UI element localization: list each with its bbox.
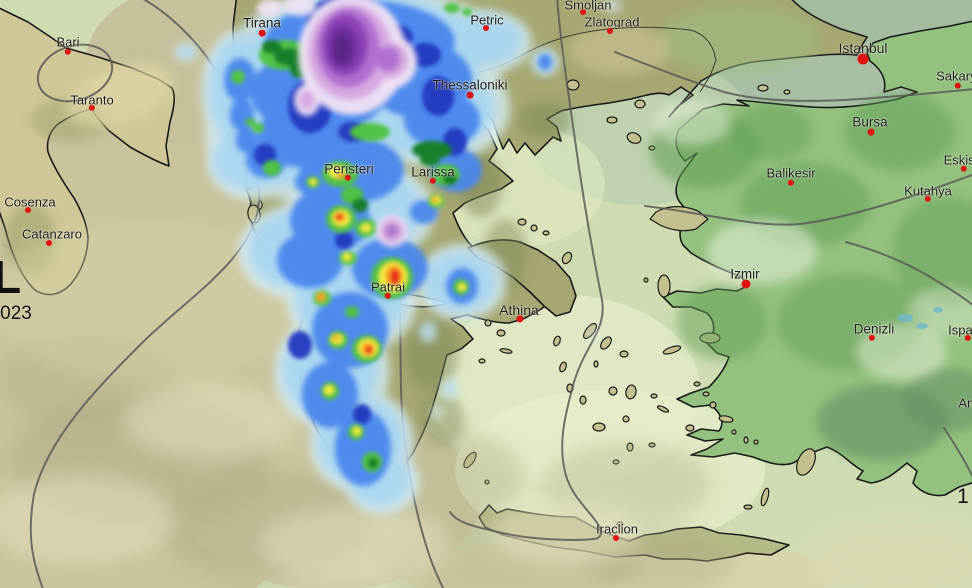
lakes (897, 307, 943, 329)
precipitation-layer (175, 0, 622, 514)
terrain-shading-layer (4, 5, 972, 460)
